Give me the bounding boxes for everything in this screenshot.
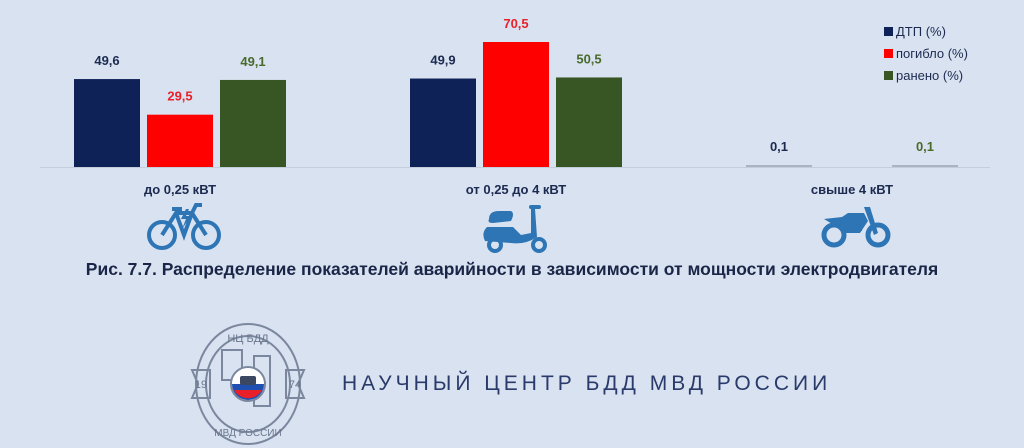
scooter-icon [483, 205, 547, 253]
bar [556, 77, 622, 167]
bar [410, 78, 476, 167]
bar [74, 79, 140, 167]
bar [892, 165, 958, 167]
data-label: 0,1 [916, 139, 934, 154]
category-label: до 0,25 кВТ [143, 182, 217, 197]
org-logo: НЦ БДД 19 74 МВД РОССИИ [190, 323, 306, 445]
data-label: 49,6 [94, 53, 119, 68]
org-name: НАУЧНЫЙ ЦЕНТР БДД МВД РОССИИ [342, 372, 832, 395]
category-label: от 0,25 до 4 кВТ [465, 182, 567, 197]
data-label: 50,5 [576, 51, 601, 66]
bar [147, 114, 213, 167]
data-label: 0,1 [770, 139, 788, 154]
bar [483, 42, 549, 167]
svg-text:МВД РОССИИ: МВД РОССИИ [214, 428, 281, 439]
legend-item: погибло (%) [884, 42, 968, 64]
legend-label: ДТП (%) [896, 23, 946, 39]
legend-item: ранено (%) [884, 64, 968, 86]
data-label: 49,9 [430, 53, 455, 68]
data-label: 70,5 [503, 16, 528, 31]
data-label: 49,1 [240, 54, 265, 69]
bar-chart: 49,6 29,5 49,1 49,9 70,5 50,5 0,1 0,1 [40, 16, 990, 168]
legend-swatch [884, 26, 893, 36]
bar [746, 165, 812, 167]
legend-item: ДТП (%) [884, 20, 968, 42]
svg-text:НЦ БДД: НЦ БДД [227, 333, 269, 345]
motorcycle-icon [821, 207, 891, 248]
bar [220, 79, 286, 167]
legend-label: погибло (%) [896, 45, 968, 61]
figure-caption: Рис. 7.7. Распределение показателей авар… [85, 259, 939, 279]
electric-bicycle-icon [147, 203, 221, 250]
svg-text:74: 74 [289, 379, 301, 391]
legend-swatch [884, 48, 893, 58]
category-label: свыше 4 кВТ [810, 182, 894, 197]
legend-swatch [884, 70, 893, 80]
legend-label: ранено (%) [896, 67, 964, 83]
svg-text:19: 19 [195, 379, 207, 391]
data-label: 29,5 [167, 89, 192, 104]
legend: ДТП (%) погибло (%) ранено (%) [884, 20, 968, 86]
